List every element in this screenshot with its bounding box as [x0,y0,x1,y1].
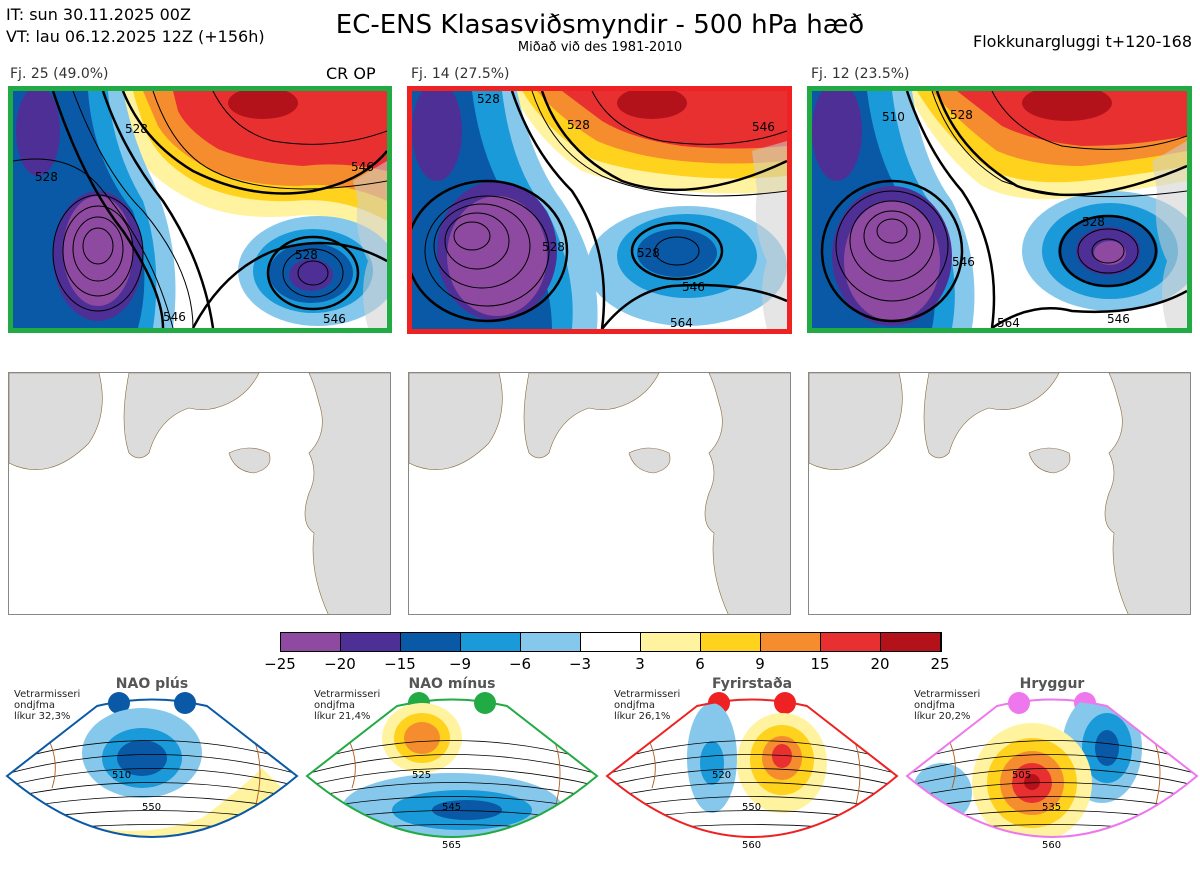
regime-info: Vetrarmisseri ondjfma líkur 26,1% [614,689,681,722]
regime-contour-label: 565 [442,840,461,851]
regime-map: 510 550 [5,698,299,838]
header-times: IT: sun 30.11.2025 00Z VT: lau 06.12.202… [6,4,265,48]
regime-dot [174,692,196,714]
regime-contour-label: 525 [412,770,431,781]
page-subtitle: Miðað við des 1981-2010 [517,40,683,55]
contour-label: 546 [682,280,705,294]
regime-dot [108,692,130,714]
regime-title: Fyrirstaða [711,676,793,692]
contour-label: 528 [567,118,590,132]
colorbar [280,632,942,652]
regime-title: NAO plús [115,676,189,692]
cluster-1-label: Fj. 25 (49.0%) [10,66,109,82]
regime-map: 505 535 560 [905,698,1199,851]
contour-label: 528 [295,248,318,262]
colorbar-tick-label: 3 [635,655,645,673]
empty-map-1 [8,372,391,615]
colorbar-swatch [281,633,341,651]
colorbar-tick-label: −6 [508,655,532,673]
regime-map: 520 550 560 [605,698,899,851]
empty-map-2 [408,372,791,615]
page-title: EC-ENS Klasasviðsmyndir - 500 hPa hæð [335,10,865,40]
cluster-map-3: 510 528 546 528 546 564 [807,86,1192,333]
cluster-map-2: 528 528 546 528 546 528 564 [407,86,792,334]
colorbar-tick-label: 15 [810,655,830,673]
contour-label: 546 [952,255,975,269]
regime-dot [774,692,796,714]
colorbar-swatch [701,633,761,651]
contour-label: 564 [997,316,1020,328]
colorbar-tick-label: −15 [384,655,416,673]
colorbar-tick-label: −25 [264,655,296,673]
colorbar-tick-label: 9 [755,655,765,673]
contour-label: 546 [351,160,374,174]
colorbar-tick-label: 20 [870,655,890,673]
valid-time: VT: lau 06.12.2025 12Z (+156h) [6,27,265,46]
colorbar-tick-label: −20 [324,655,356,673]
colorbar-swatch [401,633,461,651]
regime-contour-label: 545 [442,802,461,813]
contour-label: 510 [882,110,905,124]
contour-label: 528 [950,108,973,122]
cluster-3-label: Fj. 12 (23.5%) [811,66,910,82]
colorbar-swatch [581,633,641,651]
contour-label: 528 [637,246,660,260]
regime-contour-label: 510 [112,770,131,781]
colorbar-swatch [521,633,581,651]
regime-map: 525 545 565 [305,698,599,851]
colorbar-swatch [761,633,821,651]
colorbar-swatch [881,633,941,651]
contour-label: 546 [752,120,775,134]
window-label: Flokkunargluggi t+120-168 [973,32,1192,51]
regime-title: Hryggur [1019,676,1085,692]
regime-contour-label: 550 [742,802,761,813]
colorbar-tick-label: −9 [448,655,472,673]
contour-label: 528 [35,170,58,184]
colorbar-tick-label: 6 [695,655,705,673]
contour-label: 564 [670,316,693,329]
contour-label: 528 [477,92,500,106]
colorbar-tick-label: 25 [930,655,950,673]
contour-label: 528 [125,122,148,136]
cluster-1-tag: CR OP [326,64,376,83]
colorbar-swatch [341,633,401,651]
contour-label: 528 [542,240,565,254]
regime-info: Vetrarmisseri ondjfma líkur 20,2% [914,689,981,722]
regime-contour-label: 520 [712,770,731,781]
contour-label: 546 [323,312,346,326]
colorbar-tick-label: −3 [568,655,592,673]
cluster-2-label: Fj. 14 (27.5%) [411,66,510,82]
colorbar-swatch [821,633,881,651]
regime-contour-label: 560 [742,840,761,851]
regime-contour-label: 560 [1042,840,1061,851]
regime-dot [1008,692,1030,714]
cluster-map-1: 528 528 546 528 546 546 [8,86,392,333]
regime-contour-label: 505 [1012,770,1031,781]
colorbar-swatch [641,633,701,651]
regime-dot [474,692,496,714]
colorbar-swatch [461,633,521,651]
contour-label: 546 [1107,312,1130,326]
contour-label: 546 [163,310,186,324]
regime-info: Vetrarmisseri ondjfma líkur 32,3% [14,689,81,722]
empty-map-3 [808,372,1191,615]
regime-contour-label: 535 [1042,802,1061,813]
regime-title: NAO mínus [408,676,496,692]
regime-contour-label: 550 [142,802,161,813]
regime-info: Vetrarmisseri ondjfma líkur 21,4% [314,689,381,722]
contour-label: 528 [1082,215,1105,229]
colorbar-ticks: −25 −20 −15 −9 −6 −3 3 6 9 15 20 25 [260,655,962,675]
init-time: IT: sun 30.11.2025 00Z [6,5,191,24]
